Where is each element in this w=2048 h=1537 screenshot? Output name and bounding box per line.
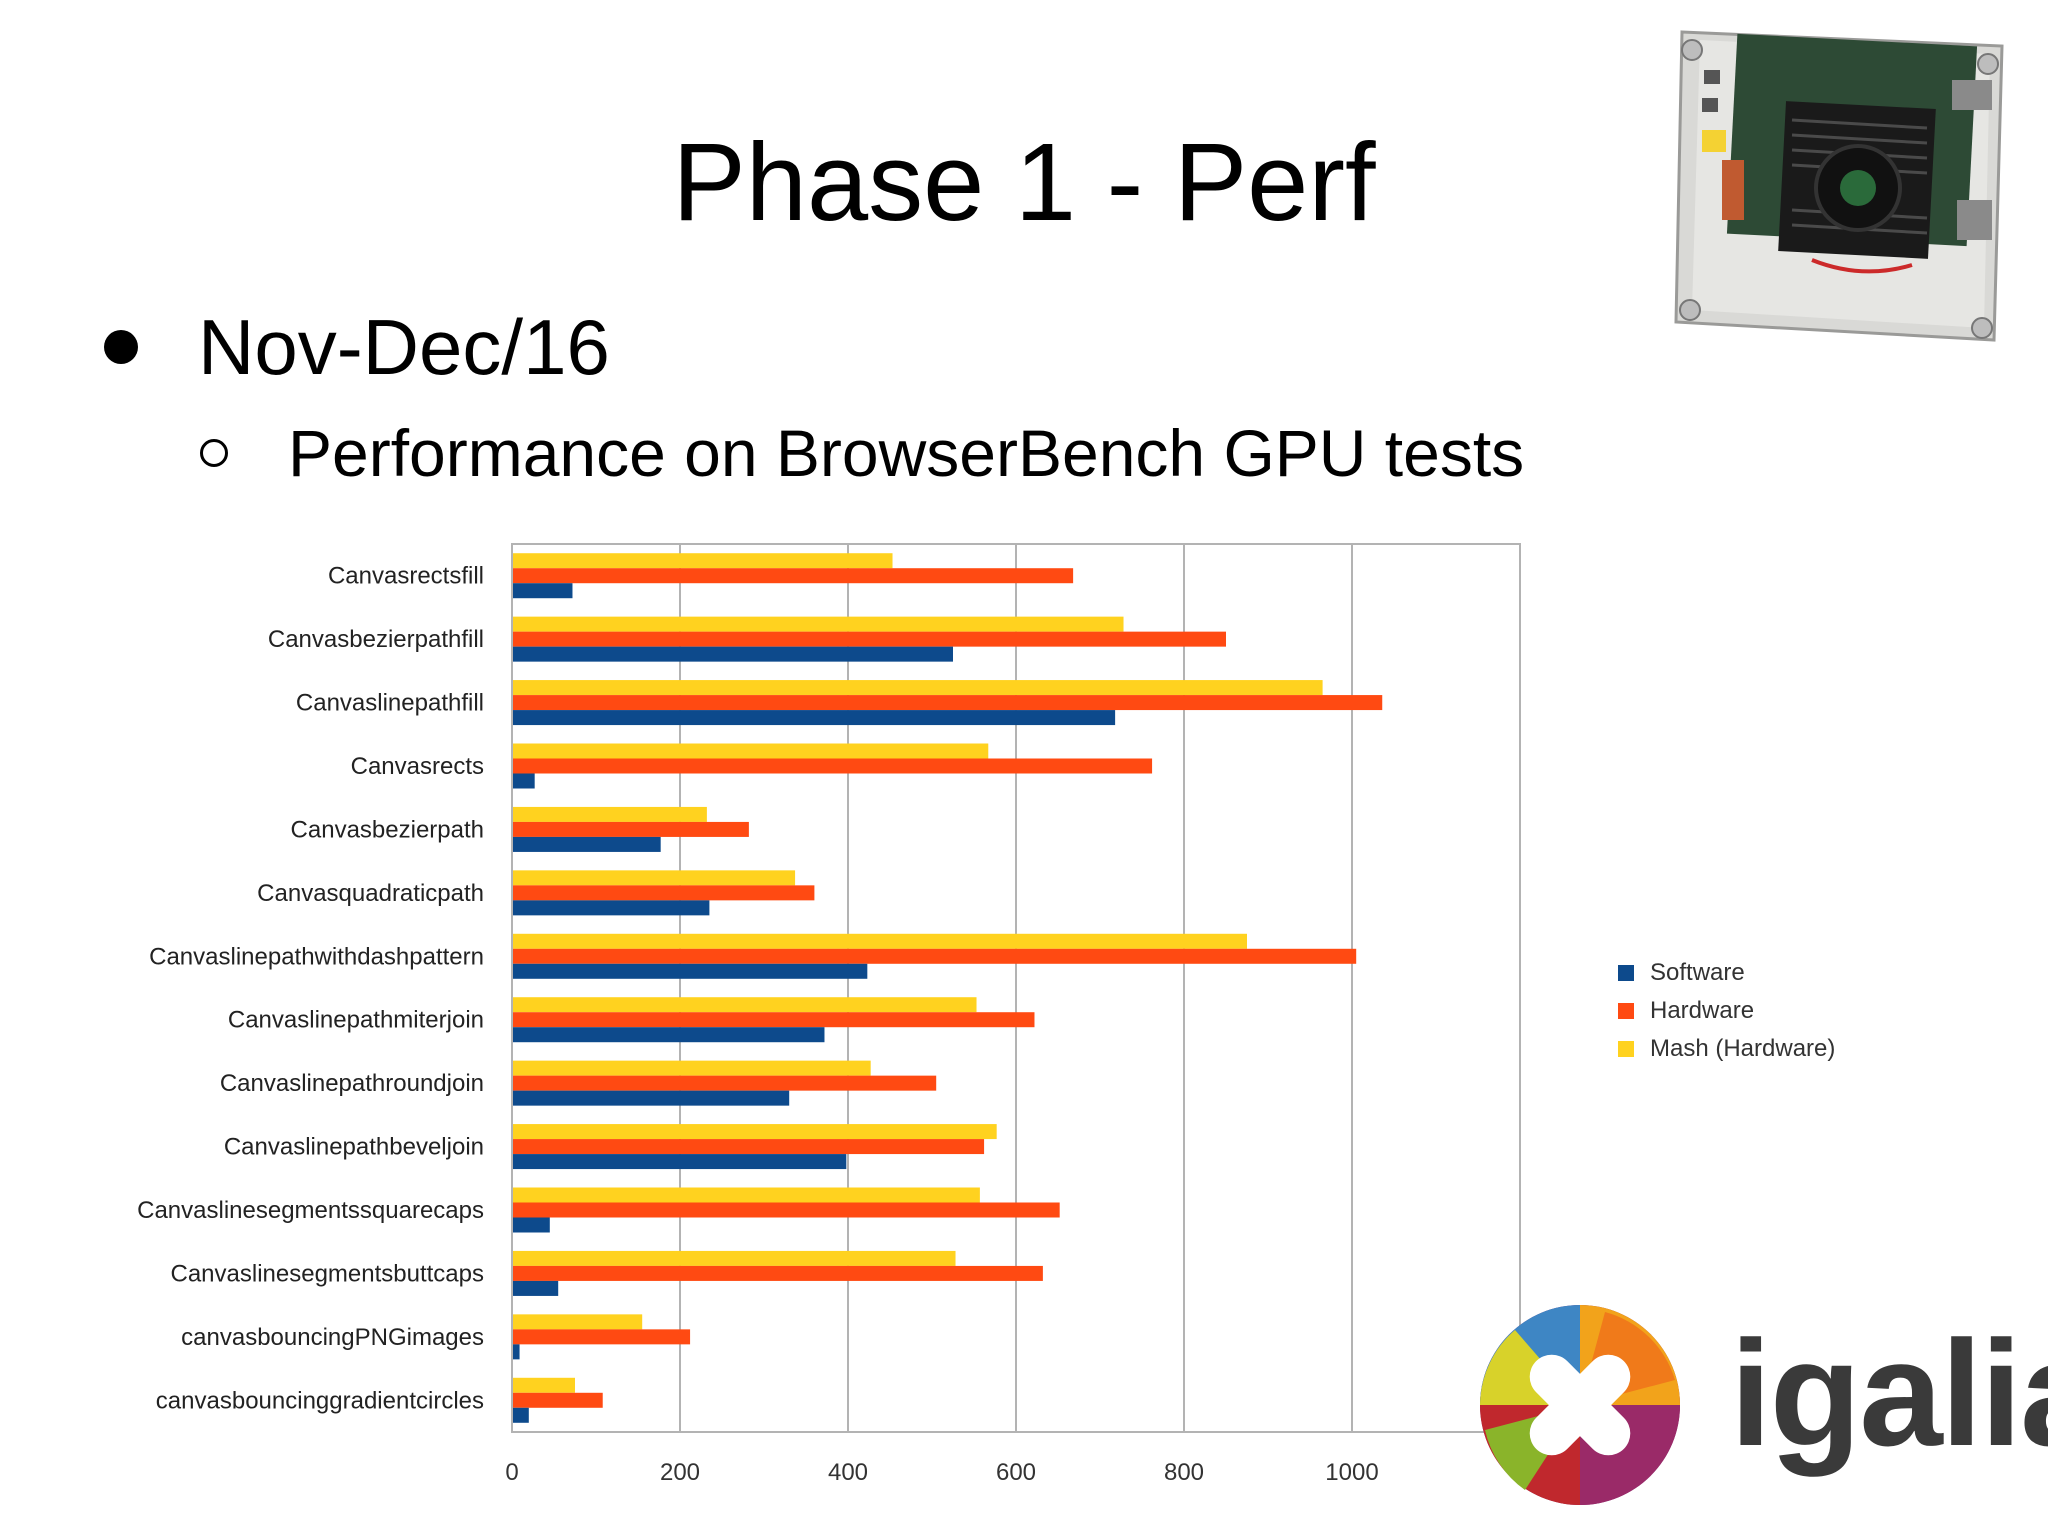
bar-software	[513, 773, 535, 789]
bar-mash-hardware	[513, 743, 989, 759]
x-tick-label: 400	[828, 1459, 868, 1486]
bar-hardware	[513, 1202, 1060, 1218]
bar-software	[513, 646, 953, 662]
bar-mash-hardware	[513, 1060, 871, 1076]
bar-software	[513, 1090, 790, 1106]
legend-label: Hardware	[1650, 997, 1754, 1024]
sub-bullet-circle-icon	[200, 438, 228, 467]
bar-hardware	[513, 1329, 691, 1345]
bar-software	[513, 1280, 559, 1296]
bar-hardware	[513, 821, 749, 837]
category-label: Canvaslinesegmentssquarecaps	[137, 1197, 484, 1224]
bullet-item: Nov-Dec/16	[104, 308, 610, 386]
bar-mash-hardware	[513, 1314, 643, 1330]
bar-mash-hardware	[513, 553, 893, 569]
legend-swatch	[1618, 1041, 1634, 1057]
category-label: Canvaslinepathfill	[296, 690, 484, 717]
category-label: Canvasbezierpathfill	[268, 626, 484, 653]
category-label: Canvasbezierpath	[291, 816, 484, 843]
bar-chart: 0 200 400 600 800 1000 Canvasrectsfill Canvasbe…	[137, 543, 1835, 1486]
sub-bullet-text: Performance on BrowserBench GPU tests	[288, 416, 1525, 490]
legend-label: Mash (Hardware)	[1650, 1035, 1835, 1062]
bar-hardware	[513, 1075, 937, 1091]
category-label: canvasbouncinggradientcircles	[156, 1387, 484, 1414]
bar-software	[513, 1407, 529, 1423]
category-label: Canvaslinepathmiterjoin	[228, 1007, 484, 1034]
bar-hardware	[513, 1012, 1035, 1028]
bar-mash-hardware	[513, 616, 1124, 632]
bar-mash-hardware	[513, 680, 1323, 696]
bar-hardware	[513, 948, 1357, 964]
x-tick-label: 800	[1164, 1459, 1204, 1486]
legend-swatch	[1618, 965, 1634, 981]
bar-software	[513, 583, 573, 599]
bar-hardware	[513, 568, 1074, 584]
bar-hardware	[513, 695, 1383, 711]
legend-label: Software	[1650, 959, 1745, 986]
category-label: Canvaslinepathwithdashpattern	[149, 943, 484, 970]
category-label: Canvaslinepathroundjoin	[220, 1070, 484, 1097]
dev-board-image	[1674, 30, 2004, 342]
bar-software	[513, 836, 661, 852]
bar-software	[513, 1027, 825, 1043]
bullet-text: Nov-Dec/16	[198, 303, 610, 391]
legend-swatch	[1618, 1003, 1634, 1019]
bar-software	[513, 1154, 847, 1170]
sub-bullet-item: Performance on BrowserBench GPU tests	[200, 420, 1524, 486]
category-label: canvasbouncingPNGimages	[181, 1324, 484, 1351]
bar-software	[513, 900, 710, 916]
bar-software	[513, 710, 1116, 726]
category-label: Canvasrects	[351, 753, 484, 780]
bullet-dot-icon	[104, 330, 138, 365]
x-tick-label: 0	[505, 1459, 518, 1486]
bar-hardware	[513, 1265, 1043, 1281]
bar-hardware	[513, 1392, 603, 1408]
bar-mash-hardware	[513, 1250, 956, 1266]
bar-mash-hardware	[513, 933, 1247, 949]
bar-mash-hardware	[513, 1377, 575, 1393]
bar-mash-hardware	[513, 806, 707, 822]
bar-hardware	[513, 1139, 985, 1155]
category-label: Canvaslinesegmentsbuttcaps	[170, 1260, 484, 1287]
igalia-logo-text: igalia	[1730, 1309, 2048, 1477]
bar-mash-hardware	[513, 997, 977, 1013]
bar-software	[513, 1344, 520, 1360]
bar-hardware	[513, 885, 815, 901]
bar-software	[513, 963, 868, 979]
bar-hardware	[513, 631, 1226, 647]
bar-mash-hardware	[513, 1124, 997, 1140]
category-label: Canvaslinepathbeveljoin	[224, 1134, 484, 1161]
igalia-logo-icon	[1480, 1305, 1680, 1505]
x-tick-label: 600	[996, 1459, 1036, 1486]
x-tick-label: 1000	[1325, 1459, 1378, 1486]
bar-hardware	[513, 758, 1153, 774]
category-label: Canvasrectsfill	[328, 563, 484, 590]
x-tick-label: 200	[660, 1459, 700, 1486]
bar-software	[513, 1217, 550, 1233]
bar-mash-hardware	[513, 870, 796, 886]
slide-title: Phase 1 - Perf	[672, 121, 1376, 244]
bar-mash-hardware	[513, 1187, 980, 1203]
category-label: Canvasquadraticpath	[257, 880, 484, 907]
